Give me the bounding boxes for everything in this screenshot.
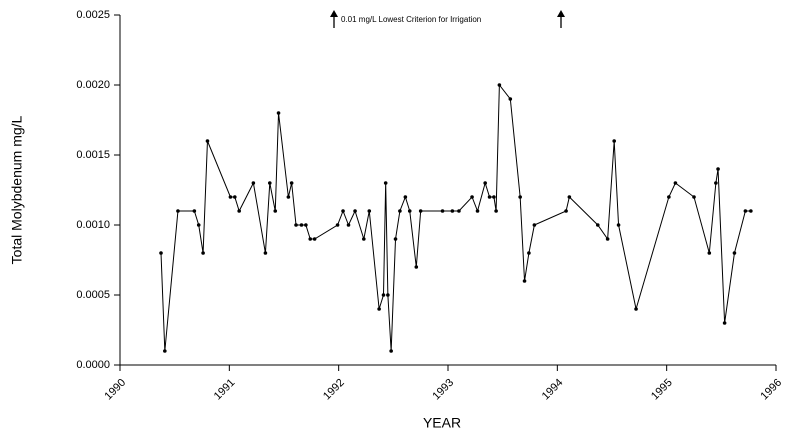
- data-point: [483, 181, 487, 185]
- data-point: [267, 181, 272, 185]
- data-point: [237, 209, 241, 213]
- data-point: [386, 293, 390, 297]
- data-point: [335, 223, 340, 227]
- data-point: [732, 251, 737, 255]
- data-point: [527, 251, 531, 255]
- y-tick-label: 0.0020: [76, 79, 110, 91]
- data-point: [457, 209, 461, 213]
- data-point: [667, 195, 671, 199]
- x-axis-title: YEAR: [423, 415, 461, 431]
- data-point: [389, 349, 393, 353]
- data-point: [381, 293, 386, 297]
- arrow-head: [330, 10, 338, 17]
- data-point: [414, 265, 419, 269]
- y-tick-label: 0.0005: [76, 289, 110, 301]
- data-point: [383, 181, 388, 185]
- data-point: [251, 181, 256, 185]
- data-point: [299, 223, 304, 227]
- data-point: [362, 237, 366, 241]
- data-point: [205, 139, 210, 143]
- data-point: [398, 209, 402, 213]
- data-point: [497, 83, 502, 87]
- data-point: [722, 321, 727, 325]
- data-point: [743, 209, 748, 213]
- data-point: [341, 209, 345, 213]
- x-tick-label: 1994: [540, 377, 566, 403]
- data-point: [304, 223, 308, 227]
- x-tick-label: 1991: [212, 377, 238, 403]
- data-point: [567, 195, 572, 199]
- data-point: [749, 209, 753, 213]
- data-point: [289, 181, 294, 185]
- data-point: [532, 223, 537, 227]
- y-tick-label: 0.0015: [76, 149, 110, 161]
- data-point: [163, 349, 167, 353]
- data-point: [612, 139, 616, 143]
- data-point: [518, 195, 522, 199]
- data-point: [294, 223, 298, 227]
- data-point: [276, 111, 281, 115]
- y-axis-title: Total Molybdenum mg/L: [9, 115, 25, 264]
- data-point: [377, 307, 381, 311]
- y-tick-label: 0.0025: [76, 9, 110, 21]
- data-point: [233, 195, 237, 199]
- data-point: [407, 209, 412, 213]
- data-point: [714, 181, 718, 185]
- data-point: [367, 209, 372, 213]
- data-point: [707, 251, 712, 255]
- data-point: [492, 195, 496, 199]
- data-point: [201, 251, 205, 255]
- arrow-head: [557, 10, 565, 17]
- data-point: [263, 251, 268, 255]
- data-point: [159, 251, 163, 255]
- data-point: [487, 195, 492, 199]
- data-point: [418, 209, 423, 213]
- x-tick-label: 1990: [102, 377, 128, 403]
- data-point: [308, 237, 313, 241]
- data-point: [353, 209, 357, 213]
- data-point: [346, 223, 351, 227]
- data-point: [273, 209, 278, 213]
- data-point: [196, 223, 201, 227]
- data-point: [228, 195, 233, 199]
- data-line: [160, 83, 751, 352]
- x-tick-label: 1992: [321, 377, 347, 403]
- data-point: [564, 209, 568, 213]
- data-point: [605, 237, 610, 241]
- x-tick-label: 1995: [649, 377, 675, 403]
- data-point: [312, 237, 317, 241]
- x-tick-label: 1993: [430, 377, 456, 403]
- data-point: [616, 223, 621, 227]
- data-point: [692, 195, 696, 199]
- data-point: [716, 167, 720, 171]
- data-point: [176, 209, 180, 213]
- data-point: [450, 209, 455, 213]
- data-point: [508, 97, 513, 101]
- data-point: [494, 209, 498, 213]
- data-point: [522, 279, 527, 283]
- data-point: [673, 181, 678, 185]
- data-point: [286, 195, 291, 199]
- data-point: [393, 237, 398, 241]
- y-tick-label: 0.0000: [76, 359, 110, 371]
- data-point: [403, 195, 408, 199]
- data-point: [595, 223, 600, 227]
- annotation: 0.01 mg/L Lowest Criterion for Irrigatio…: [330, 10, 565, 28]
- data-point: [634, 307, 638, 311]
- data-point: [440, 209, 445, 213]
- data-point: [470, 195, 474, 199]
- y-tick-label: 0.0010: [76, 219, 110, 231]
- annotation-text: 0.01 mg/L Lowest Criterion for Irrigatio…: [341, 15, 481, 24]
- x-tick-label: 1996: [758, 377, 784, 403]
- data-point: [192, 209, 197, 213]
- data-point: [475, 209, 480, 213]
